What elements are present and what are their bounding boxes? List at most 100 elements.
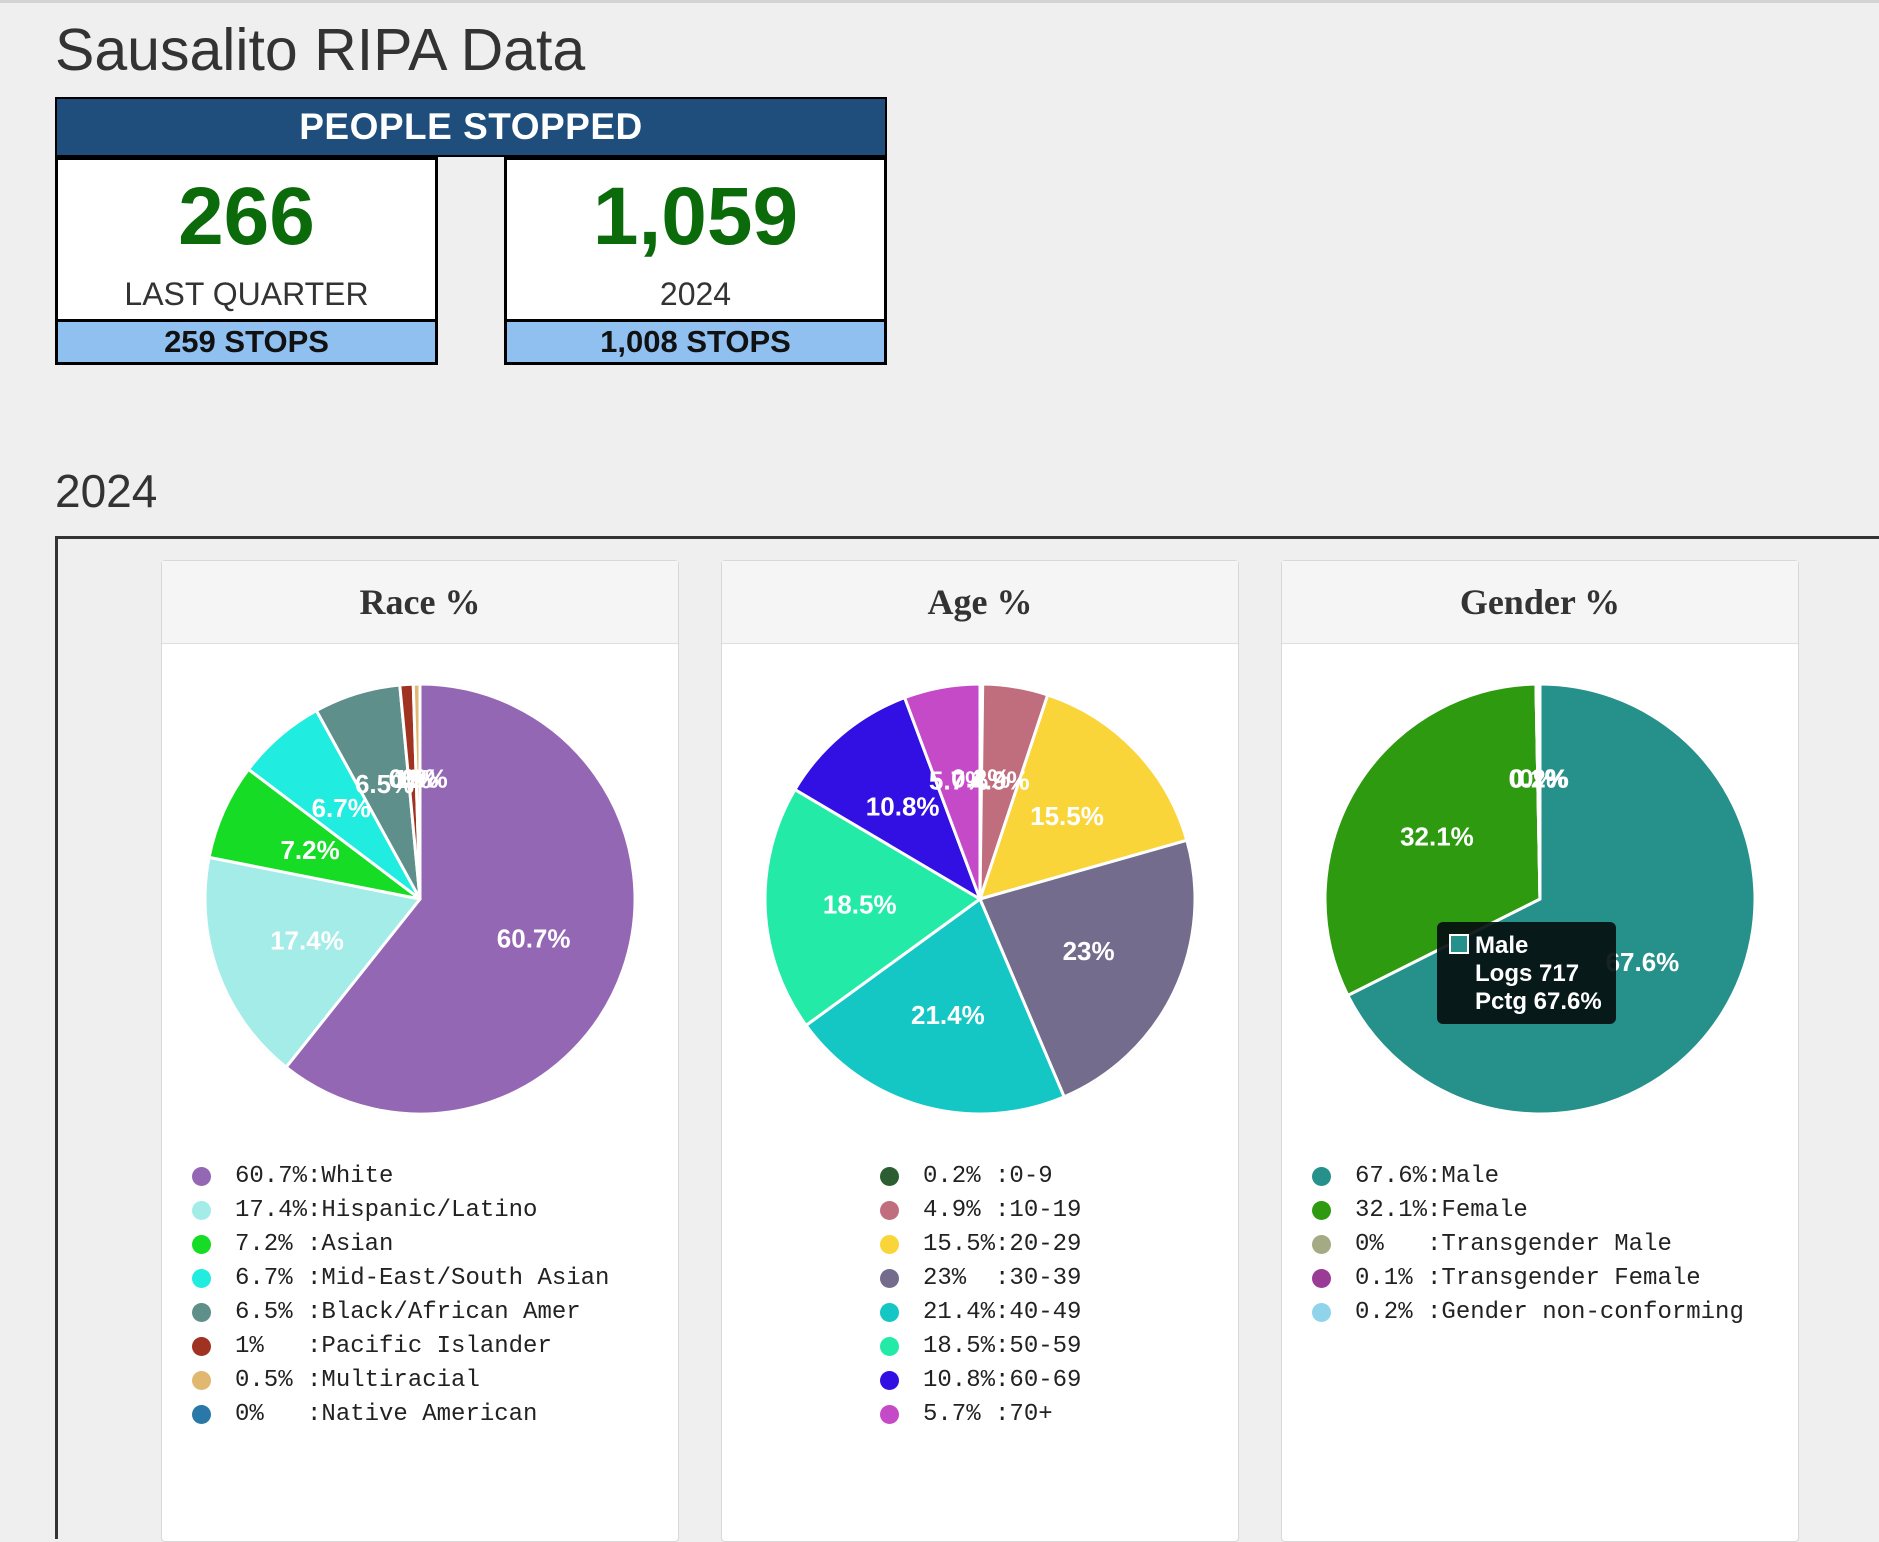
- pie-slice-50-59[interactable]: [763, 788, 982, 1027]
- pie-slice-30-39[interactable]: [978, 838, 1197, 1099]
- legend-label: 6.7% :Mid-East/South Asian: [235, 1264, 610, 1292]
- legend-label: 7.2% :Asian: [235, 1230, 394, 1258]
- race-pie-chart[interactable]: 60.7% 17.4% 7.2% 6.7%6.5%1%0.5%0%: [162, 671, 678, 1131]
- legend-dot-icon: [880, 1336, 899, 1356]
- legend-label: 32.1%:Female: [1355, 1196, 1528, 1224]
- legend-item-70[interactable]: 5.7% :70+: [880, 1397, 1081, 1431]
- pie-label-mid-east-south-asian: 6.7%: [312, 793, 371, 823]
- pie-label-asian: 7.2%: [280, 835, 339, 865]
- legend-item-multiracial[interactable]: 0.5% :Multiracial: [192, 1363, 609, 1397]
- race-legend: 60.7%:White 17.4%:Hispanic/Latino 7.2% :As…: [192, 1159, 609, 1431]
- legend-label: 17.4%:Hispanic/Latino: [235, 1196, 538, 1224]
- legend-item-0-9[interactable]: 0.2% :0-9: [880, 1159, 1081, 1193]
- legend-item-mid-east-south-asian[interactable]: 6.7% :Mid-East/South Asian: [192, 1261, 609, 1295]
- tooltip-swatch: [1449, 934, 1469, 954]
- legend-label: 10.8%:60-69: [923, 1366, 1082, 1394]
- pie-slice-70[interactable]: [903, 682, 982, 901]
- pie-label-female: 32.1%: [1400, 822, 1474, 852]
- legend-dot-icon: [192, 1234, 211, 1254]
- page-title: Sausalito RIPA Data: [55, 17, 586, 83]
- pie-label-transgender-female: 0.1%: [1508, 764, 1567, 794]
- year-box: 1,059 2024 1,008 STOPS: [504, 157, 887, 365]
- age-chart-title: Age %: [722, 561, 1238, 644]
- pie-label-native-american: 0%: [401, 764, 439, 794]
- tooltip-series: Male: [1475, 932, 1529, 959]
- legend-dot-icon: [880, 1404, 899, 1424]
- legend-label: 21.4%:40-49: [923, 1298, 1082, 1326]
- gender-chart-card: Gender % 67.6% 32.1% 0% 0.1% 0.2% 67.6%:Male…: [1281, 560, 1799, 1542]
- legend-item-native-american[interactable]: 0% :Native American: [192, 1397, 609, 1431]
- pie-slice-60-69[interactable]: [793, 696, 982, 901]
- pie-label-transgender-male: 0%: [1519, 764, 1557, 794]
- year-stops: 1,008 STOPS: [507, 319, 884, 362]
- legend-item-transgender-male[interactable]: 0% :Transgender Male: [1312, 1227, 1744, 1261]
- legend-label: 1% :Pacific Islander: [235, 1332, 552, 1360]
- legend-dot-icon: [192, 1370, 211, 1390]
- pie-slice-white[interactable]: [284, 682, 637, 1116]
- gender-chart-title: Gender %: [1282, 561, 1798, 644]
- last-quarter-label: LAST QUARTER: [124, 276, 369, 312]
- pie-label-30-39: 23%: [1063, 936, 1115, 966]
- pie-label-0-9: 0.2%: [951, 764, 1010, 794]
- pie-label-gender-non-conforming: 0.2%: [1510, 764, 1569, 794]
- legend-item-transgender-female[interactable]: 0.1% :Transgender Female: [1312, 1261, 1744, 1295]
- year-value: 1,059: [592, 171, 799, 262]
- age-pie-chart[interactable]: 0.2%4.9%15.5% 23% 21.4% 18.5% 10.8%5.7%: [722, 671, 1238, 1131]
- pie-slice-hispanic-latino[interactable]: [203, 855, 422, 1069]
- pie-label-black-african-amer: 6.5%: [355, 769, 414, 799]
- race-chart-card: Race % 60.7% 17.4% 7.2% 6.7% 6.5% 1% 0.5% 0% 60…: [161, 560, 679, 1542]
- legend-label: 0.2% :0-9: [923, 1162, 1053, 1190]
- legend-item-pacific-islander[interactable]: 1% :Pacific Islander: [192, 1329, 609, 1363]
- legend-label: 5.7% :70+: [923, 1400, 1053, 1428]
- pie-label-50-59: 18.5%: [823, 890, 897, 920]
- pie-label-20-29: 15.5%: [1030, 801, 1104, 831]
- legend-label: 60.7%:White: [235, 1162, 394, 1190]
- legend-item-50-59[interactable]: 18.5%:50-59: [880, 1329, 1081, 1363]
- age-chart-card: Age % 0.2% 4.9% 15.5% 23% 21.4% 18.5% 10.8% 5.7…: [721, 560, 1239, 1542]
- pie-label-hispanic-latino: 17.4%: [270, 925, 344, 955]
- last-quarter-stops: 259 STOPS: [58, 319, 435, 362]
- legend-dot-icon: [1312, 1200, 1331, 1220]
- legend-label: 6.5% :Black/African Amer: [235, 1298, 581, 1326]
- legend-label: 15.5%:20-29: [923, 1230, 1082, 1258]
- people-stopped-header: PEOPLE STOPPED: [55, 97, 887, 157]
- pie-slice-40-49[interactable]: [804, 897, 1066, 1116]
- pie-label-40-49: 21.4%: [911, 1000, 985, 1030]
- gender-legend: 67.6%:Male 32.1%:Female 0% :Transgender Ma…: [1312, 1159, 1744, 1329]
- pie-slice-20-29[interactable]: [978, 693, 1189, 901]
- legend-dot-icon: [192, 1302, 211, 1322]
- section-title: 2024: [55, 465, 158, 517]
- legend-dot-icon: [192, 1200, 211, 1220]
- people-stopped-panel: PEOPLE STOPPED 266 LAST QUARTER 259 STOP…: [55, 97, 887, 365]
- year-label: 2024: [659, 276, 732, 312]
- legend-label: 23% :30-39: [923, 1264, 1082, 1292]
- legend-item-60-69[interactable]: 10.8%:60-69: [880, 1363, 1081, 1397]
- legend-item-30-39[interactable]: 23% :30-39: [880, 1261, 1081, 1295]
- legend-item-white[interactable]: 60.7%:White: [192, 1159, 609, 1193]
- legend-dot-icon: [192, 1336, 211, 1356]
- pie-slice-gender-non-conforming[interactable]: [1535, 682, 1542, 901]
- legend-item-hispanic-latino[interactable]: 17.4%:Hispanic/Latino: [192, 1193, 609, 1227]
- legend-item-male[interactable]: 67.6%:Male: [1312, 1159, 1744, 1193]
- legend-dot-icon: [1312, 1268, 1331, 1288]
- pie-label-60-69: 10.8%: [866, 792, 940, 822]
- age-legend: 0.2% :0-9 4.9% :10-19 15.5%:20-29 23% :30-3…: [880, 1159, 1081, 1431]
- legend-item-black-african-amer[interactable]: 6.5% :Black/African Amer: [192, 1295, 609, 1329]
- legend-item-female[interactable]: 32.1%:Female: [1312, 1193, 1744, 1227]
- legend-dot-icon: [880, 1234, 899, 1254]
- legend-item-10-19[interactable]: 4.9% :10-19: [880, 1193, 1081, 1227]
- pie-label-10-19: 4.9%: [970, 765, 1029, 795]
- legend-dot-icon: [880, 1302, 899, 1322]
- legend-dot-icon: [192, 1404, 211, 1424]
- legend-item-asian[interactable]: 7.2% :Asian: [192, 1227, 609, 1261]
- legend-item-gender-non-conforming[interactable]: 0.2% :Gender non-conforming: [1312, 1295, 1744, 1329]
- gender-pie-chart[interactable]: 67.6% 32.1% 0%0.1%0.2%: [1282, 671, 1798, 1131]
- race-chart-title: Race %: [162, 561, 678, 644]
- legend-dot-icon: [192, 1268, 211, 1288]
- legend-label: 0.1% :Transgender Female: [1355, 1264, 1701, 1292]
- legend-item-20-29[interactable]: 15.5%:20-29: [880, 1227, 1081, 1261]
- pie-slice-female[interactable]: [1323, 682, 1542, 997]
- legend-item-40-49[interactable]: 21.4%:40-49: [880, 1295, 1081, 1329]
- legend-dot-icon: [880, 1200, 899, 1220]
- pie-label-male: 67.6%: [1606, 947, 1680, 977]
